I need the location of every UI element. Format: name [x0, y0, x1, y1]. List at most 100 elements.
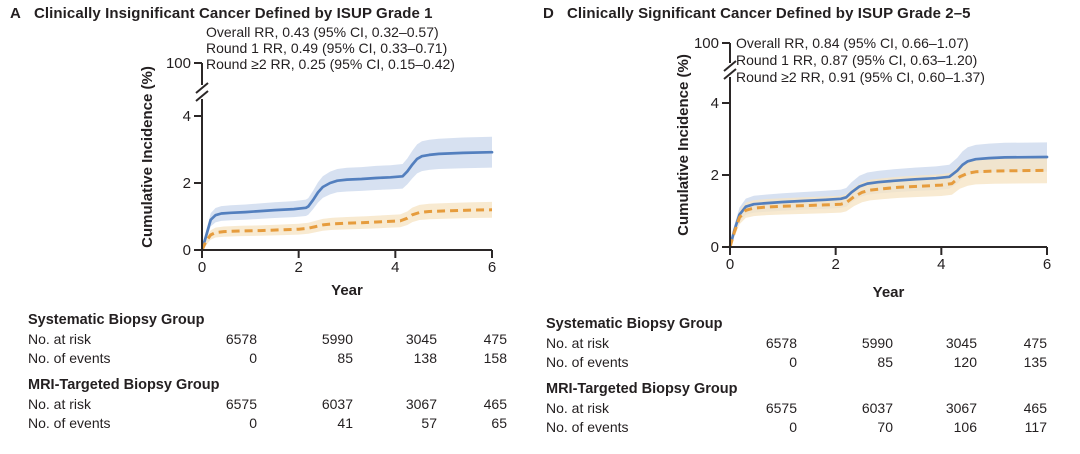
risk-row-label: No. of events [546, 418, 629, 435]
x-axis-title: Year [331, 282, 363, 299]
annotation-overall-rr: Overall RR, 0.43 (95% CI, 0.32–0.57) [206, 24, 439, 40]
axis-break-icon [195, 90, 209, 102]
risk-row: No. of events 0 85 138 158 [28, 349, 507, 368]
panel-a-title: A Clinically Insignificant Cancer Define… [10, 5, 433, 22]
annotation-round2plus-rr: Round ≥2 RR, 0.25 (95% CI, 0.15–0.42) [206, 56, 455, 72]
risk-row: No. at risk 6575 6037 3067 465 [546, 399, 1047, 418]
y-tick-label: 100 [694, 35, 719, 52]
mri-targeted-biopsy-group-ci-band [730, 157, 1047, 247]
risk-row: No. at risk 6578 5990 3045 475 [546, 334, 1047, 353]
risk-value: 5990 [321, 331, 353, 347]
panel-a-rr-annotations: Overall RR, 0.43 (95% CI, 0.32–0.57) Rou… [206, 24, 455, 72]
x-tick-label: 4 [937, 256, 945, 273]
risk-group: Systematic Biopsy Group No. at risk 6578 59… [546, 315, 1047, 371]
annotation-round1-rr: Round 1 RR, 0.87 (95% CI, 0.63–1.20) [736, 52, 978, 68]
x-axis-title: Year [873, 284, 905, 301]
risk-row: No. of events 0 70 106 117 [546, 418, 1047, 437]
risk-value: 85 [337, 349, 353, 366]
risk-value: 6037 [321, 396, 353, 412]
panel-a-risk-table: Systematic Biopsy Group No. at risk 6578 59… [28, 311, 507, 432]
risk-group: MRI-Targeted Biopsy Group No. at risk 6575… [28, 376, 507, 432]
risk-row-label: No. at risk [546, 335, 610, 351]
risk-value: 6578 [225, 331, 257, 347]
risk-row-label: No. of events [546, 353, 629, 370]
risk-row-label: No. of events [28, 349, 111, 366]
risk-group-name: Systematic Biopsy Group [28, 312, 205, 328]
risk-value: 158 [483, 349, 507, 366]
x-tick-label: 0 [198, 259, 206, 276]
risk-value: 117 [1024, 418, 1047, 435]
risk-value: 6575 [765, 400, 797, 416]
mri-targeted-biopsy-group-curve [728, 168, 1048, 248]
x-tick-label: 0 [726, 256, 734, 273]
risk-value: 85 [877, 353, 893, 370]
risk-group: MRI-Targeted Biopsy Group No. at risk 6575… [546, 380, 1047, 436]
risk-value: 3067 [945, 400, 977, 416]
x-tick-label: 6 [1043, 256, 1051, 273]
risk-value: 70 [877, 418, 893, 435]
panel-a-title-text: Clinically Insignificant Cancer Defined … [33, 5, 433, 22]
risk-value: 135 [1023, 353, 1047, 370]
risk-value: 138 [413, 349, 437, 366]
risk-group-name: Systematic Biopsy Group [546, 316, 723, 332]
risk-value: 475 [483, 331, 507, 347]
panel-d-rr-annotations: Overall RR, 0.84 (95% CI, 0.66–1.07) Rou… [736, 35, 985, 86]
panel-a-chart: 0 2 4 100 0 2 4 6 Cumulative Incidence (%) Year [139, 55, 496, 299]
risk-value: 106 [953, 418, 977, 435]
risk-value: 120 [953, 353, 977, 370]
y-tick-label: 2 [711, 167, 719, 184]
risk-row-label: No. of events [28, 414, 111, 431]
systematic-biopsy-group-ci-band [202, 136, 492, 250]
risk-value: 465 [483, 396, 507, 412]
axis-break-icon [723, 68, 737, 80]
risk-row-label: No. at risk [28, 396, 92, 412]
risk-value: 3067 [405, 396, 437, 412]
annotation-round2plus-rr: Round ≥2 RR, 0.91 (95% CI, 0.60–1.37) [736, 69, 985, 85]
x-tick-label: 4 [391, 259, 399, 276]
y-tick-label: 4 [183, 108, 191, 125]
risk-value: 0 [249, 414, 257, 431]
y-tick-label: 2 [183, 175, 191, 192]
risk-row: No. of events 0 41 57 65 [28, 414, 507, 433]
systematic-biopsy-group-curve [200, 150, 494, 252]
mri-targeted-biopsy-group-curve [200, 208, 493, 251]
axis-break-icon [195, 82, 209, 94]
panel-d-chart: 0 2 4 100 0 2 4 6 Cumulative Incidence (%) Year [675, 35, 1051, 301]
risk-row: No. of events 0 85 120 135 [546, 353, 1047, 372]
panel-a: A Clinically Insignificant Cancer Define… [10, 5, 507, 432]
panel-d-title-text: Clinically Significant Cancer Defined by… [566, 5, 971, 22]
panel-d-title: D Clinically Significant Cancer Defined … [543, 5, 971, 22]
systematic-biopsy-group-curve [728, 155, 1049, 249]
x-tick-label: 2 [831, 256, 839, 273]
risk-group-name: MRI-Targeted Biopsy Group [28, 377, 220, 393]
risk-value: 6578 [765, 335, 797, 351]
risk-value: 0 [249, 349, 257, 366]
risk-value: 65 [491, 414, 507, 431]
risk-value: 6037 [861, 400, 893, 416]
y-tick-label: 0 [183, 242, 191, 259]
risk-row-label: No. at risk [546, 400, 610, 416]
panel-d: D Clinically Significant Cancer Defined … [540, 0, 1080, 454]
risk-value: 5990 [861, 335, 893, 351]
axis-break-icon [723, 60, 737, 72]
risk-value: 3045 [405, 331, 437, 347]
panel-d-letter: D [543, 5, 554, 22]
risk-value: 57 [421, 414, 437, 431]
risk-row: No. at risk 6578 5990 3045 475 [28, 330, 507, 349]
risk-value: 0 [789, 418, 797, 435]
risk-value: 465 [1023, 400, 1047, 416]
y-axis-title: Cumulative Incidence (%) [139, 66, 156, 248]
y-axis-title: Cumulative Incidence (%) [675, 54, 692, 236]
risk-value: 6575 [225, 396, 257, 412]
panel-d-risk-table: Systematic Biopsy Group No. at risk 6578 59… [546, 315, 1047, 436]
risk-row: No. at risk 6575 6037 3067 465 [28, 395, 507, 414]
y-tick-label: 100 [166, 55, 191, 72]
y-tick-label: 0 [711, 239, 719, 256]
risk-row-label: No. at risk [28, 331, 92, 347]
annotation-overall-rr: Overall RR, 0.84 (95% CI, 0.66–1.07) [736, 35, 969, 51]
risk-group-name: MRI-Targeted Biopsy Group [546, 381, 738, 397]
annotation-round1-rr: Round 1 RR, 0.49 (95% CI, 0.33–0.71) [206, 40, 448, 56]
risk-value: 0 [789, 353, 797, 370]
x-tick-label: 6 [488, 259, 496, 276]
